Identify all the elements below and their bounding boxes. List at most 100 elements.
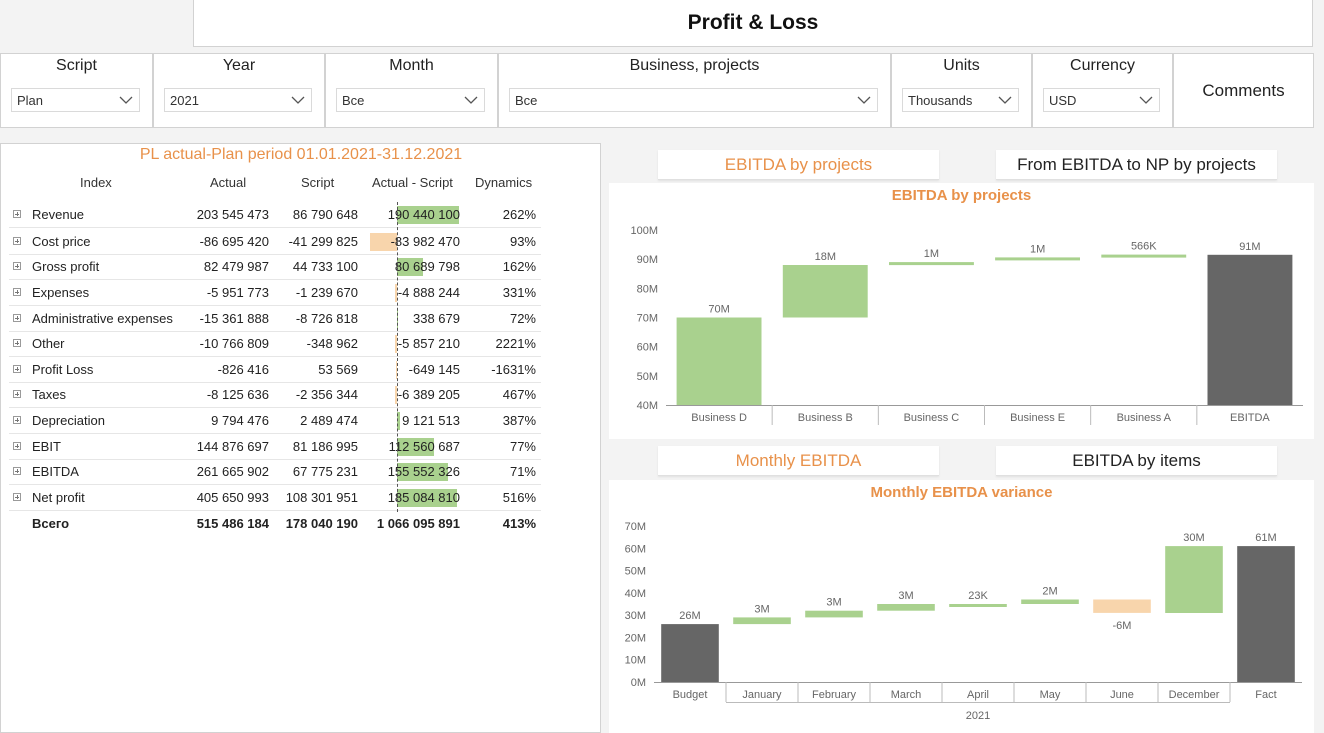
x-tick-label: EBITDA [1230,412,1270,424]
row-index-label: Taxes [32,387,66,402]
y-tick-label: 20M [625,632,646,644]
waterfall-bar [676,317,762,405]
row-actual-value: -15 361 888 [199,311,269,326]
row-actual-value: 144 876 697 [196,439,269,454]
expand-row-icon[interactable] [13,237,21,245]
script-slicer: Script Plan [0,53,153,128]
row-dynamics-value: 93% [509,234,536,249]
data-label: 3M [898,590,913,602]
y-tick-label: 80M [637,283,658,295]
expand-row-icon[interactable] [13,442,21,450]
tab-ebitda-by-projects[interactable]: EBITDA by projects [658,150,939,180]
units-dropdown-value: Thousands [908,92,973,108]
row-index-label: Other [32,336,65,351]
tab-ebitda-to-np[interactable]: From EBITDA to NP by projects [996,150,1277,180]
row-index-label: Net profit [32,490,85,505]
month-slicer: Month Все [325,53,498,128]
waterfall-bar [1021,599,1079,604]
currency-dropdown[interactable]: USD [1043,88,1160,112]
row-script-value: 44 733 100 [292,259,358,274]
tab-ebitda-by-projects-label: EBITDA by projects [724,154,873,174]
row-dynamics-value: -1631% [491,362,536,377]
data-label: 1M [1030,243,1045,255]
data-label: 70M [708,304,729,316]
table-row: Depreciation 9 794 476 2 489 474 9 121 513 3… [9,409,541,434]
y-tick-label: 10M [625,655,646,667]
expand-row-icon[interactable] [13,467,21,475]
row-dynamics-value: 2221% [495,336,536,351]
diff-data-bar [397,258,424,276]
y-tick-label: 40M [637,400,658,412]
row-diff-value: 112 560 687 [388,439,460,454]
x-tick-label: January [742,689,782,701]
chart-title: Monthly EBITDA variance [870,484,1053,501]
row-diff-value: 80 689 798 [394,259,460,274]
units-dropdown[interactable]: Thousands [902,88,1019,112]
column-header-actual-minus-script[interactable]: Actual - Script [372,175,453,190]
expand-row-icon[interactable] [13,314,21,322]
expand-row-icon[interactable] [13,365,21,373]
row-index-label: Profit Loss [32,362,94,377]
column-header-dynamics[interactable]: Dynamics [475,175,533,190]
x-group-label: 2021 [966,710,990,722]
table-total-row: Всего 515 486 184 178 040 190 1 066 095 891… [9,512,541,537]
row-index-label: Revenue [32,207,85,222]
script-dropdown-value: Plan [17,92,44,108]
table-row: Revenue 203 545 473 86 790 648 190 440 100 2… [9,203,541,228]
column-header-actual[interactable]: Actual [210,175,247,190]
diff-data-bar [397,489,458,507]
waterfall-bar [661,624,719,682]
business-dropdown[interactable]: Все [509,88,878,112]
chevron-down-icon [291,96,305,104]
row-index-label: Depreciation [32,413,105,428]
row-index-label: Cost price [32,234,91,249]
tab-ebitda-by-items[interactable]: EBITDA by items [996,446,1277,476]
expand-row-icon[interactable] [13,493,21,501]
data-label: 566K [1131,241,1157,253]
tab-ebitda-to-np-label: From EBITDA to NP by projects [1017,154,1256,174]
data-label: 3M [826,597,841,609]
table-row: Gross profit 82 479 987 44 733 100 80 689 7… [9,255,541,280]
ebitda-by-projects-svg: 40M 50M 60M 70M 80M 90M 100M 70M Business D 18M Bu… [630,225,1303,425]
page-title: Profit & Loss [687,11,819,34]
x-tick-label: Business D [691,412,747,424]
total-actual-value: 515 486 184 [196,516,269,531]
row-script-value: 53 569 [318,362,358,377]
script-slicer-label: Script [56,57,97,74]
x-tick-label: Budget [673,689,708,701]
expand-row-icon[interactable] [13,339,21,347]
x-tick-label: Business E [1010,412,1065,424]
table-row: EBITDA 261 665 902 67 775 231 155 552 326 71… [9,460,541,485]
row-index-label: Administrative expenses [32,311,173,326]
row-script-value: -8 726 818 [295,311,358,326]
expand-row-icon[interactable] [13,288,21,296]
expand-row-icon[interactable] [13,416,21,424]
currency-slicer: Currency USD [1032,53,1173,128]
column-header-script[interactable]: Script [301,175,335,190]
row-script-value: -348 962 [306,336,358,351]
expand-row-icon[interactable] [13,390,21,398]
data-label: 18M [815,251,836,263]
script-dropdown[interactable]: Plan [11,88,140,112]
year-dropdown[interactable]: 2021 [164,88,312,112]
month-dropdown[interactable]: Все [336,88,485,112]
x-tick-label: Business A [1117,412,1172,424]
row-actual-value: 82 479 987 [203,259,269,274]
row-script-value: -2 356 344 [295,387,358,402]
expand-row-icon[interactable] [13,262,21,270]
comments-button[interactable]: Comments [1173,53,1314,128]
tab-ebitda-by-items-label: EBITDA by items [1072,450,1201,470]
expand-row-icon[interactable] [13,210,21,218]
units-slicer-label: Units [943,57,980,74]
column-header-index[interactable]: Index [80,175,112,190]
total-diff-value: 1 066 095 891 [376,516,460,531]
waterfall-bar [1237,546,1295,682]
currency-slicer-label: Currency [1070,57,1135,74]
year-slicer-label: Year [222,57,256,74]
row-actual-value: 405 650 993 [196,490,269,505]
row-index-label: Expenses [32,285,90,300]
waterfall-bar [733,617,791,625]
row-index-label: EBIT [32,439,61,454]
tab-monthly-ebitda[interactable]: Monthly EBITDA [658,446,939,476]
waterfall-bar [877,604,935,611]
